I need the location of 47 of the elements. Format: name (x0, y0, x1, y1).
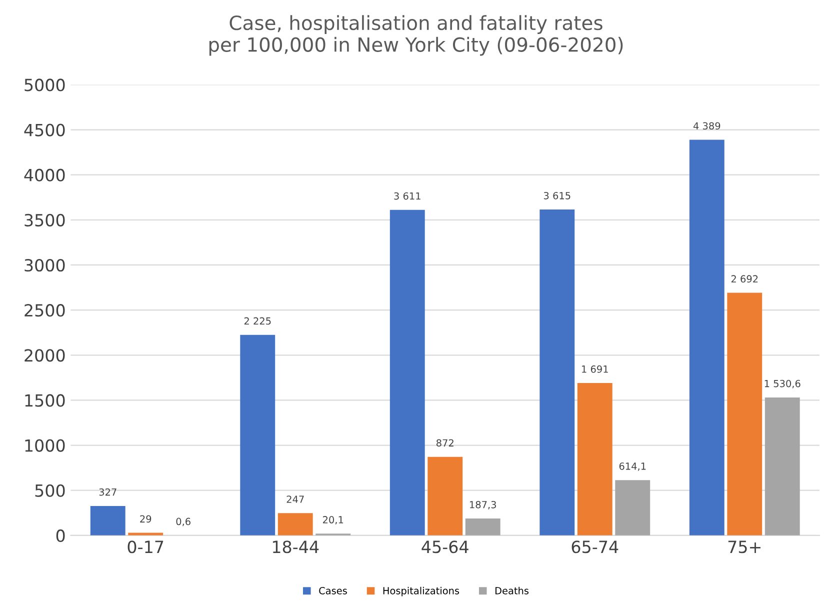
data-label: 1 530,6 (764, 380, 800, 388)
y-tick-label: 3000 (24, 258, 65, 272)
data-label: 327 (99, 488, 116, 496)
y-tick-label: 0 (56, 529, 65, 542)
bar (615, 480, 650, 536)
data-label: 29 (140, 515, 152, 523)
x-tick-label: 75+ (728, 540, 760, 554)
x-tick-label: 45-64 (422, 540, 468, 554)
data-label: 872 (436, 439, 454, 447)
data-label: 1 691 (582, 365, 608, 373)
bar (428, 456, 463, 536)
x-tick-label: 0-17 (128, 540, 164, 554)
y-tick-label: 1500 (25, 394, 65, 407)
bar (689, 140, 724, 536)
y-tick-label: 3500 (24, 214, 65, 226)
y-tick-label: 500 (35, 484, 65, 497)
data-label: 2 225 (244, 317, 271, 325)
y-tick-label: 5000 (24, 78, 65, 92)
bar (278, 513, 313, 536)
data-label: 247 (286, 496, 304, 503)
data-label: 3 611 (394, 192, 420, 200)
bar (240, 334, 276, 536)
bar (577, 382, 612, 536)
data-label: 4 389 (693, 122, 720, 130)
bar (764, 397, 800, 536)
chart-title: Case, hospitalisation and fatality rates per 100,000 in New York City (09-06-2020) (209, 15, 623, 56)
y-tick-label: 1000 (25, 439, 65, 452)
data-label: 20,1 (322, 516, 344, 524)
y-tick-label: 2000 (24, 349, 65, 362)
bar (390, 210, 425, 536)
data-label: 187,3 (470, 500, 496, 510)
bar (727, 292, 762, 536)
bar (465, 518, 500, 536)
y-tick-label: 2500 (24, 304, 65, 317)
data-label: 3 615 (544, 192, 570, 200)
data-label: 614,1 (619, 462, 646, 471)
legend-label: Hospitalizations (383, 586, 460, 596)
data-label: 0,6 (176, 518, 190, 526)
bar (540, 210, 575, 536)
y-tick-label: 4000 (24, 168, 65, 182)
bar (90, 506, 126, 536)
x-tick-label: 18-44 (272, 540, 319, 554)
legend-label: Cases (319, 587, 347, 594)
data-label: 2 692 (731, 275, 758, 283)
y-tick-label: 4500 (24, 124, 65, 136)
legend-label: Deaths (495, 586, 529, 594)
x-tick-label: 65-74 (572, 540, 618, 554)
